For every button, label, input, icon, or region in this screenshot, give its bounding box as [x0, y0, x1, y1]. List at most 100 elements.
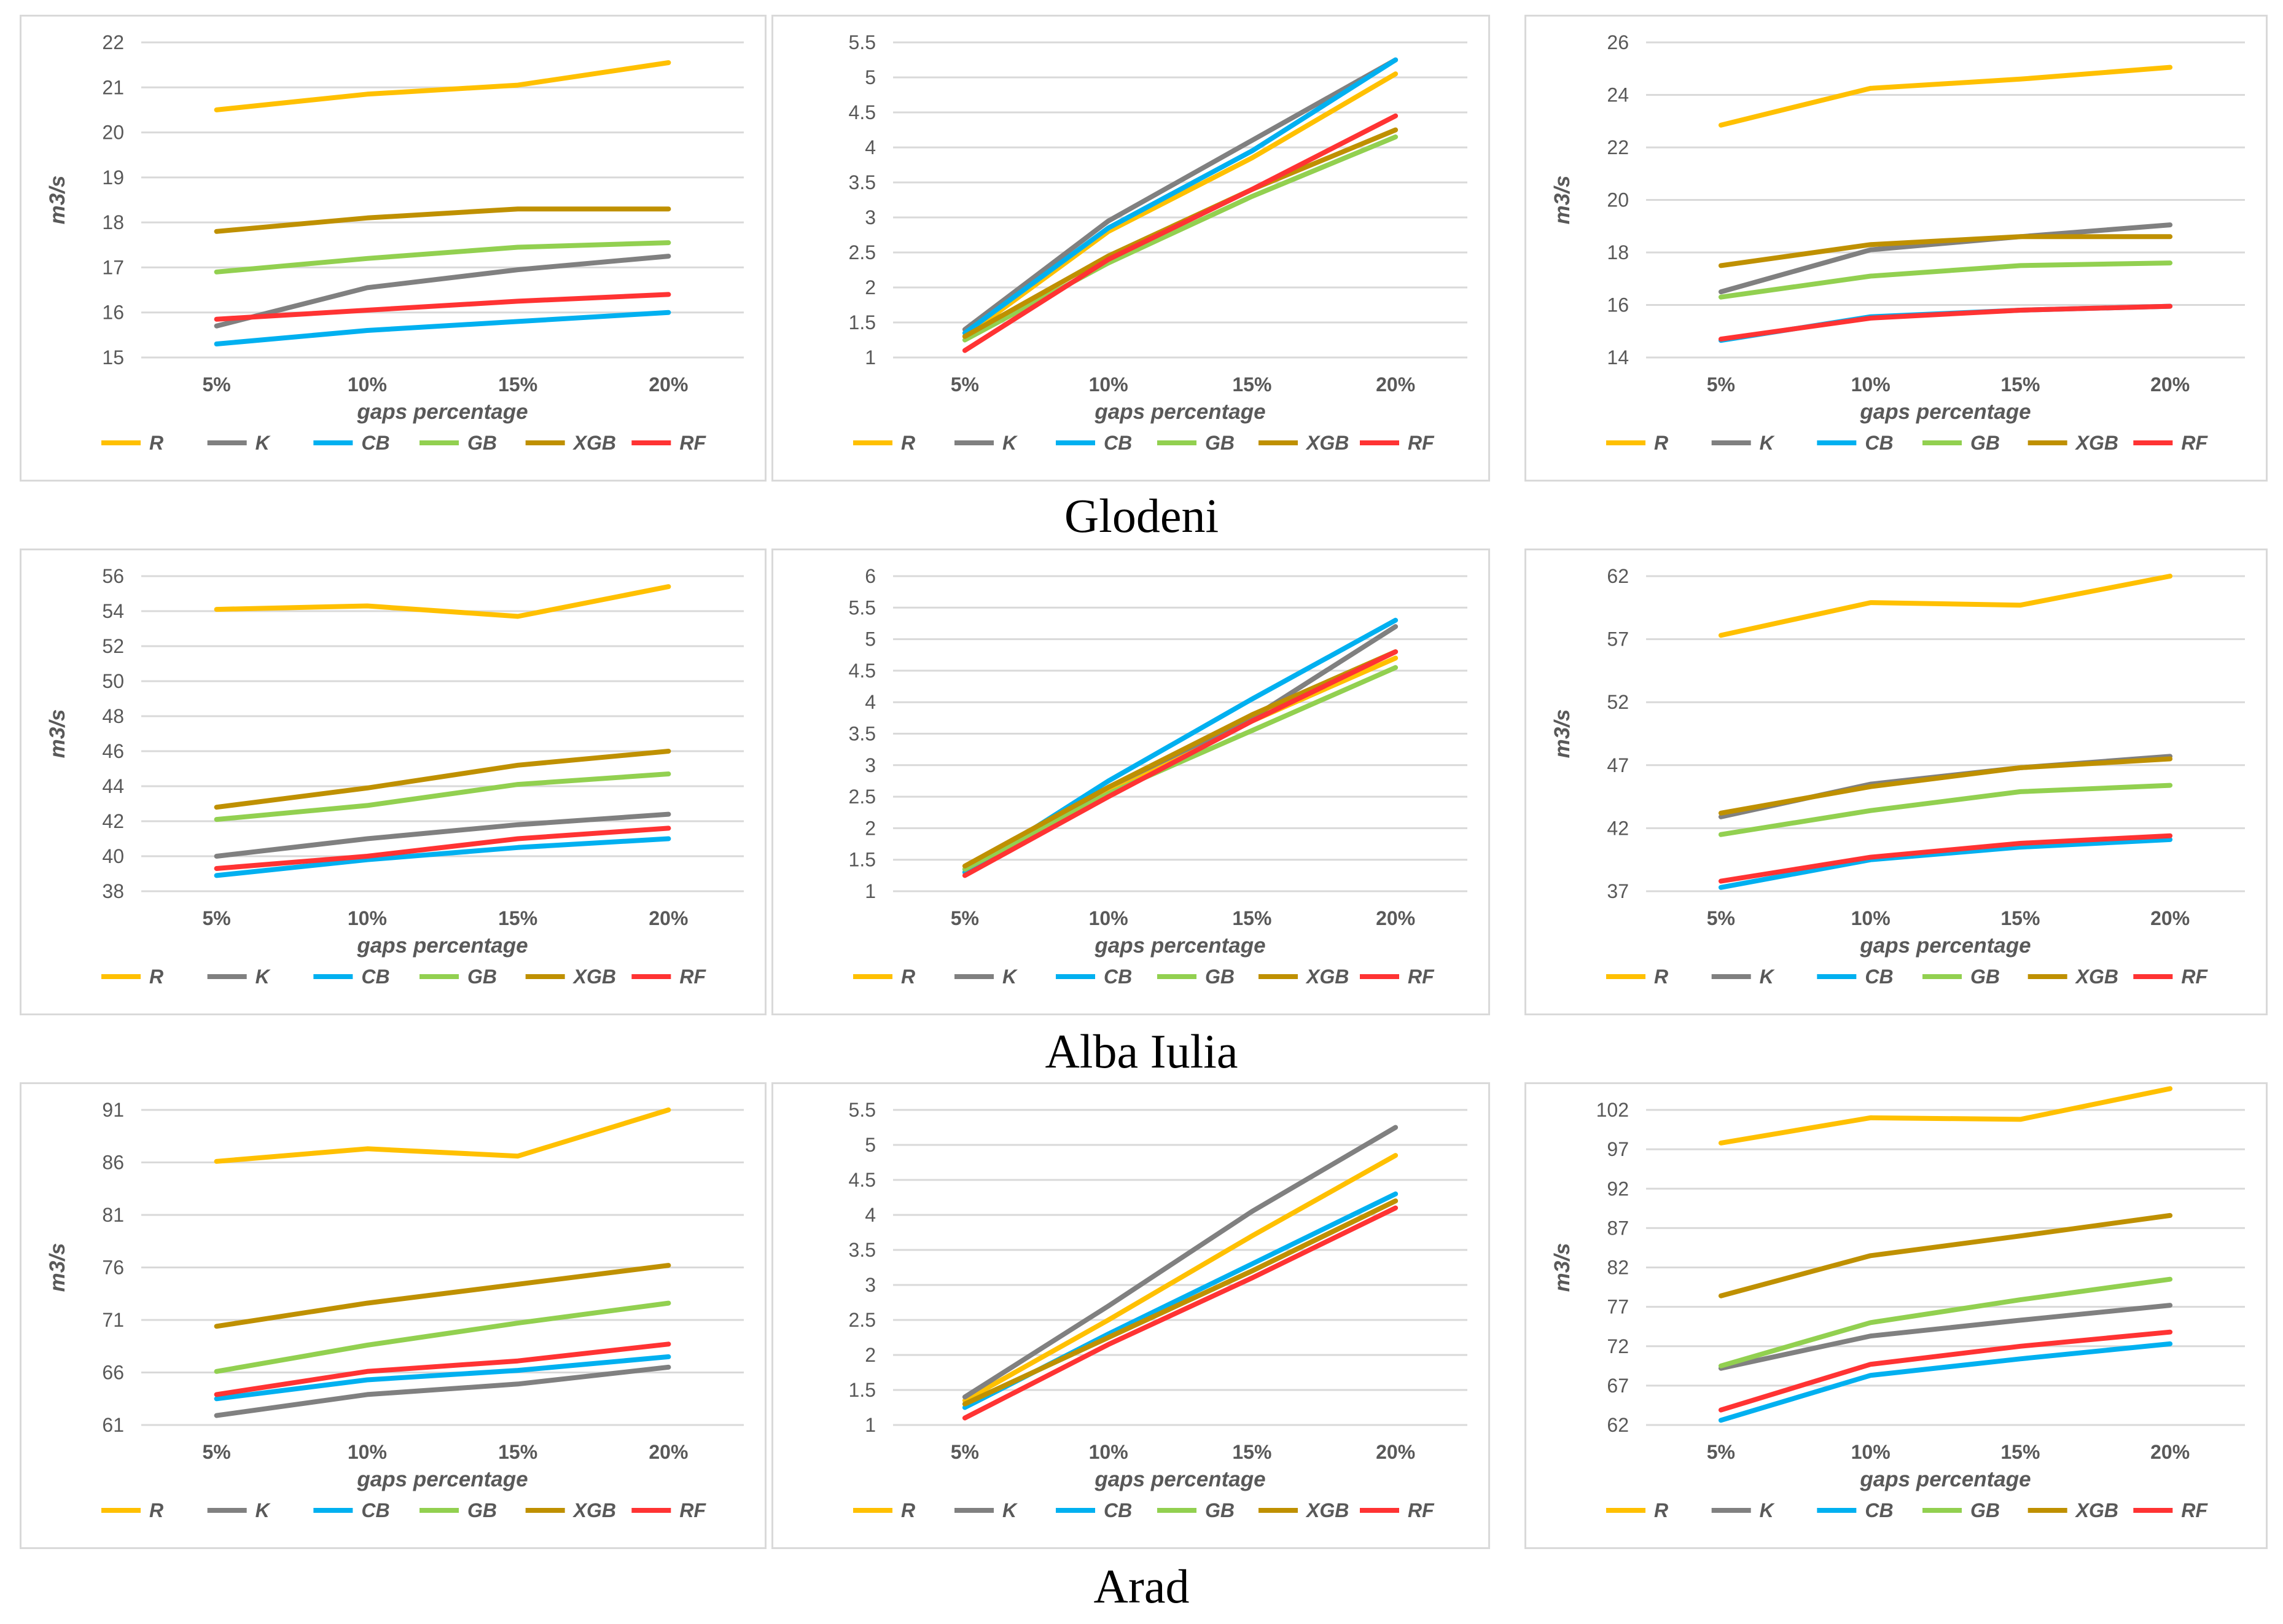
series-line-k	[1718, 222, 2173, 295]
legend-label: R	[1654, 432, 1668, 454]
y-tick-label: 16	[1607, 294, 1629, 316]
x-tick-label: 5%	[1707, 1441, 1735, 1463]
x-tick-label: 20%	[1376, 373, 1415, 396]
series-line-cb	[214, 310, 671, 346]
legend-label: RF	[679, 966, 706, 988]
y-tick-label: 1	[865, 346, 876, 369]
series-line-k	[214, 254, 671, 329]
x-tick-label: 15%	[1232, 1441, 1271, 1463]
y-tick-label: 61	[102, 1414, 124, 1436]
series-line-gb	[962, 134, 1399, 343]
y-tick-label: 2.5	[849, 786, 876, 808]
series-line-xgb	[214, 206, 671, 234]
x-tick-label: 10%	[348, 907, 387, 929]
y-tick-label: 42	[1607, 817, 1629, 839]
y-tick-label: 18	[1607, 241, 1629, 264]
y-tick-label: 47	[1607, 754, 1629, 776]
x-tick-label: 20%	[649, 373, 688, 396]
x-axis-label: gaps percentage	[1859, 400, 2031, 424]
legend-label: XGB	[1305, 432, 1349, 454]
series-line-gb	[1718, 260, 2173, 300]
station-name: Alba Iulia	[1045, 1025, 1238, 1078]
legend-label: RF	[679, 432, 706, 454]
y-tick-label: 5.5	[849, 31, 876, 53]
y-tick-label: 40	[102, 845, 124, 867]
y-tick-label: 3.5	[849, 171, 876, 193]
legend-label: GB	[1205, 432, 1235, 454]
series-line-rf	[962, 113, 1399, 353]
legend-label: CB	[1865, 966, 1893, 988]
x-tick-label: 5%	[951, 1441, 979, 1463]
y-tick-label: 5	[865, 1134, 876, 1156]
x-tick-label: 5%	[951, 373, 979, 396]
y-tick-label: 3	[865, 754, 876, 776]
legend-label: XGB	[2075, 432, 2118, 454]
y-tick-label: 4	[865, 1204, 876, 1226]
y-tick-label: 97	[1607, 1138, 1629, 1160]
y-tick-label: 1	[865, 1414, 876, 1436]
x-tick-label: 15%	[498, 373, 537, 396]
y-tick-label: 102	[1596, 1099, 1629, 1121]
y-axis-label: m3/s	[1550, 176, 1574, 225]
line-chart: 61 66 71 76 81 86 91 5% 10% 15% 20% gaps percentage…	[45, 1099, 744, 1521]
legend-label: CB	[1865, 432, 1893, 454]
y-axis-label: m3/s	[1550, 709, 1574, 759]
series-line-gb	[1718, 783, 2173, 837]
y-tick-label: 71	[102, 1309, 124, 1331]
x-tick-label: 10%	[348, 1441, 387, 1463]
legend-label: K	[1760, 966, 1776, 988]
x-axis-label: gaps percentage	[1859, 1467, 2031, 1491]
series-line-gb	[214, 240, 671, 275]
y-tick-label: 19	[102, 166, 124, 189]
series-line-gb	[1718, 1276, 2173, 1368]
legend-label: K	[256, 966, 271, 988]
series-line-gb	[214, 771, 671, 822]
y-tick-label: 3	[865, 1274, 876, 1296]
legend-label: XGB	[1305, 966, 1349, 988]
y-tick-label: 1	[865, 880, 876, 902]
series-line-rf	[1718, 1329, 2173, 1413]
y-tick-label: 5	[865, 628, 876, 650]
series-line-cb	[214, 836, 671, 878]
series-line-r	[962, 71, 1399, 339]
x-tick-label: 15%	[1232, 373, 1271, 396]
y-tick-label: 42	[102, 810, 124, 832]
legend-label: RF	[2181, 432, 2208, 454]
y-tick-label: 16	[102, 302, 124, 324]
y-tick-label: 2.5	[849, 1309, 876, 1331]
y-tick-label: 20	[102, 122, 124, 144]
legend-label: CB	[361, 966, 389, 988]
x-axis-label: gaps percentage	[356, 400, 528, 424]
x-tick-label: 5%	[951, 907, 979, 929]
series-line-rf	[214, 1341, 671, 1397]
legend-label: K	[1002, 966, 1018, 988]
y-tick-label: 87	[1607, 1217, 1629, 1239]
station-name: Arad	[1093, 1560, 1190, 1613]
line-chart: 15 16 17 18 19 20 21 22 5% 10% 15% 20% gaps percenta…	[45, 31, 744, 454]
station-name: Glodeni	[1064, 489, 1219, 542]
x-axis-label: gaps percentage	[1859, 934, 2031, 958]
y-tick-label: 15	[102, 346, 124, 369]
series-line-r	[962, 1153, 1399, 1403]
y-tick-label: 1.5	[849, 849, 876, 871]
y-axis-label: m3/s	[1550, 1243, 1574, 1292]
x-tick-label: 10%	[1851, 907, 1891, 929]
x-axis-label: gaps percentage	[356, 934, 528, 958]
y-tick-label: 82	[1607, 1257, 1629, 1279]
y-tick-label: 5.5	[849, 596, 876, 619]
legend-label: CB	[1104, 966, 1132, 988]
y-tick-label: 17	[102, 256, 124, 278]
y-tick-label: 4	[865, 691, 876, 713]
y-tick-label: 4	[865, 136, 876, 158]
chart-panel: 1 1.5 2 2.5 3 3.5 4 4.5 5 5.5 5% 10% 15% 20% gaps perc…	[771, 1082, 1490, 1549]
series-line-cb	[214, 1354, 671, 1402]
series-line-xgb	[1718, 756, 2173, 816]
series-line-gb	[962, 665, 1399, 872]
legend-label: R	[149, 966, 163, 988]
y-tick-label: 54	[102, 600, 124, 622]
legend-label: K	[1760, 432, 1776, 454]
series-line-cb	[1718, 303, 2173, 343]
y-tick-label: 1.5	[849, 311, 876, 334]
legend-label: XGB	[572, 432, 616, 454]
x-tick-label: 20%	[649, 907, 688, 929]
